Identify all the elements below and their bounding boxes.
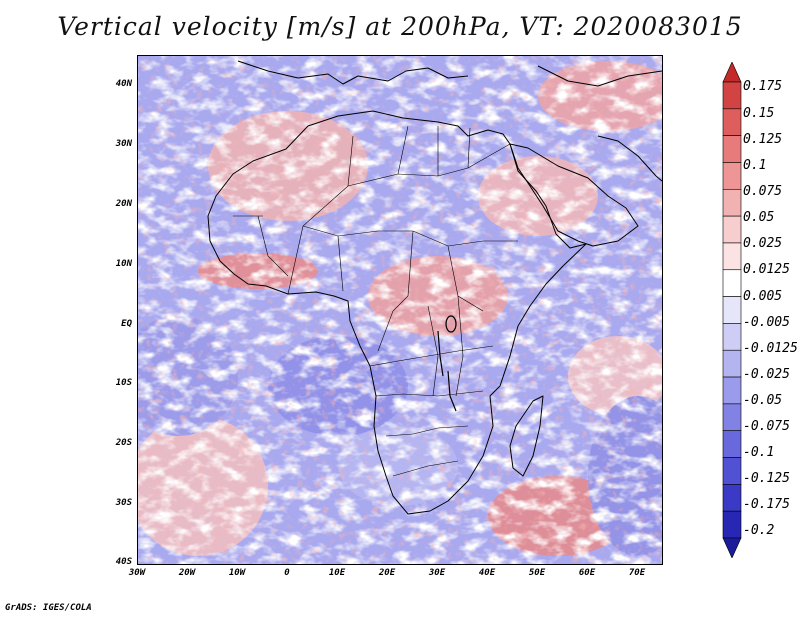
colorbar-cell (722, 430, 742, 458)
colorbar-label: 0.05 (743, 210, 775, 225)
colorbar-label: 0.1 (743, 158, 767, 173)
colorbar-label: -0.125 (743, 471, 790, 486)
lon-label-70e: 70E (628, 568, 646, 578)
colorbar-label: -0.175 (743, 497, 790, 512)
country-borders (233, 125, 518, 477)
colorbar-cell (722, 62, 742, 83)
lat-label-30n: 30N (115, 139, 132, 149)
lat-label-10s: 10S (115, 378, 132, 388)
colorbar-label: -0.005 (743, 315, 790, 330)
lon-label-0: 0 (284, 568, 290, 578)
lat-label-40n: 40N (115, 79, 132, 89)
colorbar-label: -0.1 (743, 445, 775, 460)
lon-label-10w: 10W (228, 568, 246, 578)
lon-label-30w: 30W (128, 568, 146, 578)
colorbar-cell (722, 215, 742, 244)
colorbar-cell (722, 162, 742, 190)
colorbar-label: 0.025 (743, 236, 783, 251)
lon-label-30e: 30E (428, 568, 446, 578)
lat-label-20n: 20N (115, 199, 132, 209)
colorbar-cell (722, 296, 742, 324)
colorbar-cell (722, 510, 742, 539)
colorbar-label: -0.0125 (743, 341, 798, 356)
colorbar-label: -0.025 (743, 367, 790, 382)
colorbar-label: -0.2 (743, 523, 775, 538)
colorbar-cell (722, 242, 742, 271)
lakes (437, 315, 457, 412)
vertical-velocity-map (137, 55, 663, 565)
colorbar-cell (722, 349, 742, 378)
colorbar-cell (722, 135, 742, 163)
colorbar-cell (722, 457, 742, 485)
colorbar-cell (722, 81, 742, 110)
colorbar-cell (722, 269, 742, 297)
lat-label-10n: 10N (115, 259, 132, 269)
lon-label-60e: 60E (578, 568, 596, 578)
lon-label-20w: 20W (178, 568, 196, 578)
colorbar-cell (722, 484, 742, 512)
colorbar-label: 0.175 (743, 79, 783, 94)
colorbar-label: 0.075 (743, 184, 783, 199)
colorbar-label: -0.05 (743, 393, 783, 408)
map-svg (138, 56, 662, 564)
map-title: Vertical velocity [m/s] at 200hPa, VT: 2… (57, 12, 743, 41)
lat-label-40s: 40S (115, 557, 132, 567)
lon-label-50e: 50E (528, 568, 546, 578)
colorbar (722, 62, 742, 558)
colorbar-cells (722, 62, 742, 558)
lat-label-30s: 30S (115, 498, 132, 508)
lon-label-40e: 40E (478, 568, 496, 578)
colorbar-label: 0.005 (743, 289, 783, 304)
lat-label-eq: EQ (121, 319, 132, 329)
coastlines (207, 60, 662, 515)
lat-label-20s: 20S (115, 438, 132, 448)
colorbar-label: 0.0125 (743, 262, 790, 277)
footer-credit: GrADS: IGES/COLA (5, 603, 92, 613)
colorbar-label: 0.125 (743, 132, 783, 147)
lon-label-20e: 20E (378, 568, 396, 578)
colorbar-cell (722, 188, 742, 217)
colorbar-cell (722, 323, 742, 351)
lon-label-10e: 10E (328, 568, 346, 578)
field-texture-red (138, 56, 662, 564)
colorbar-cell (722, 108, 742, 136)
colorbar-cell (722, 403, 742, 432)
colorbar-label: 0.15 (743, 106, 775, 121)
colorbar-cell (722, 537, 742, 558)
colorbar-label: -0.075 (743, 419, 790, 434)
colorbar-cell (722, 376, 742, 405)
